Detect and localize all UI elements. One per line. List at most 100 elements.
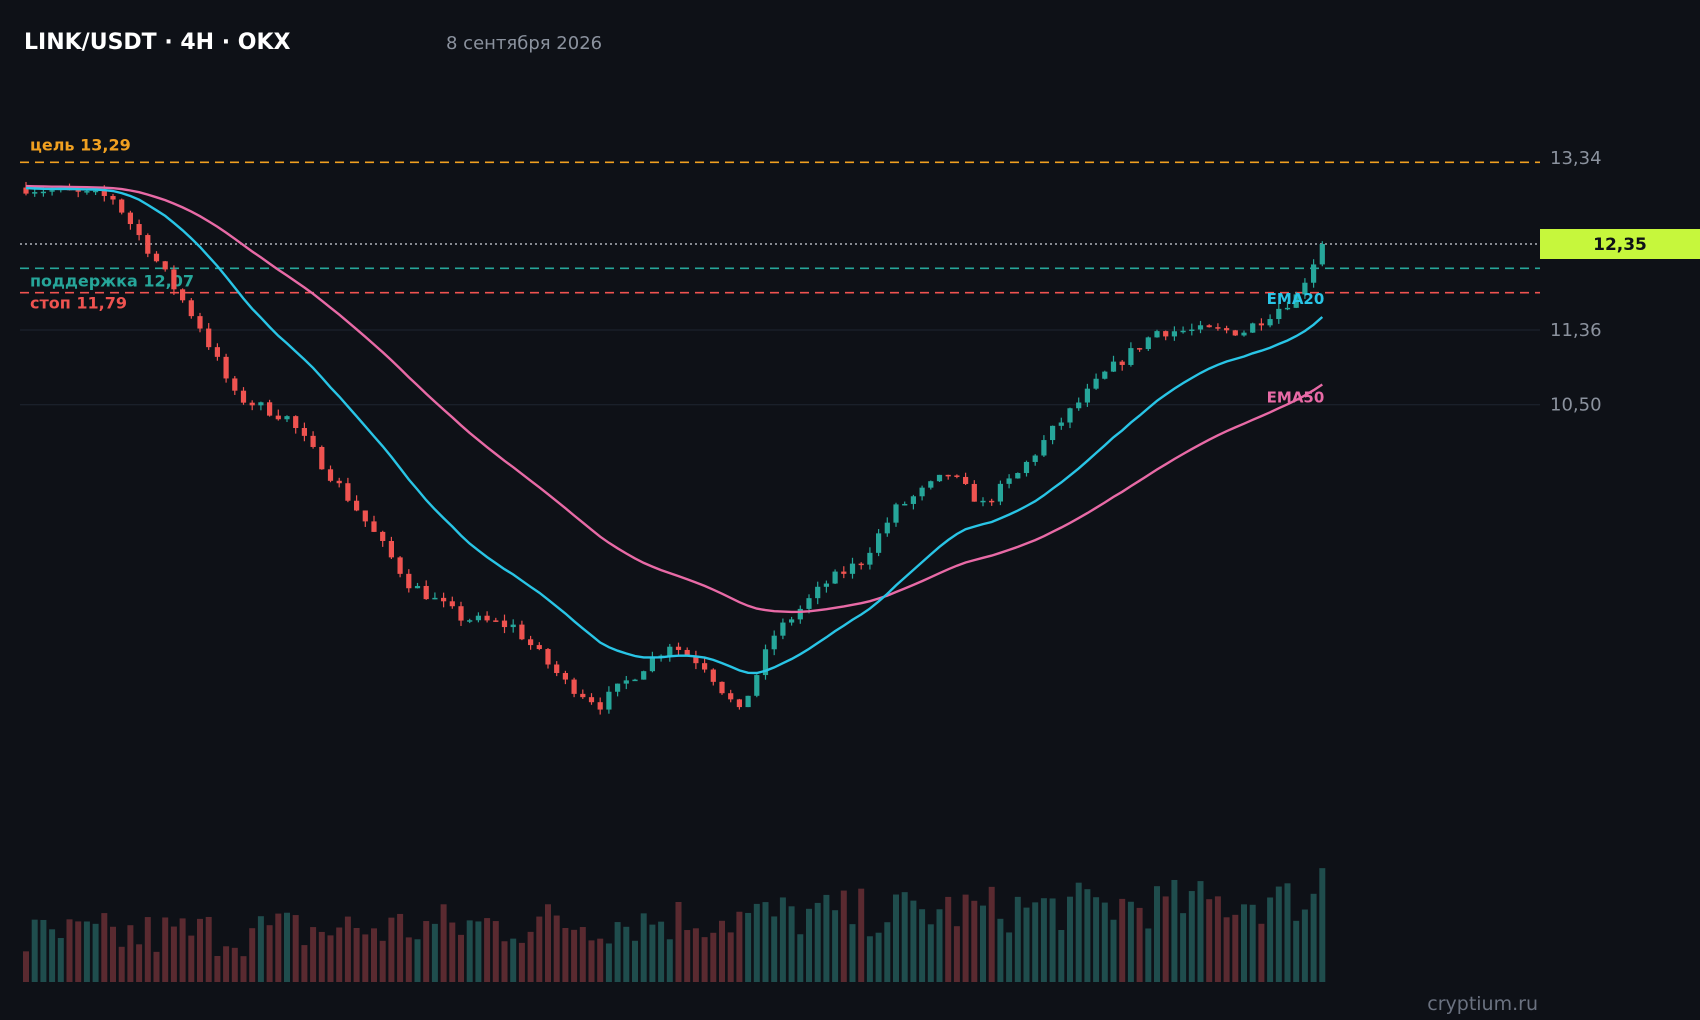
volume-bar xyxy=(66,919,73,982)
ema20-label: EMA20 xyxy=(1267,290,1325,308)
candle xyxy=(945,474,951,480)
candle-body xyxy=(963,476,969,484)
candle-body xyxy=(336,480,342,484)
candle-body xyxy=(240,390,247,403)
candle-body xyxy=(1102,371,1108,379)
candle-body xyxy=(641,671,647,680)
volume-bar xyxy=(205,916,212,982)
volume-bar xyxy=(710,932,717,982)
candle-body xyxy=(432,597,438,600)
volume-bar xyxy=(423,921,430,982)
candle xyxy=(832,569,838,585)
candle xyxy=(745,695,751,708)
volume-bar xyxy=(379,940,386,982)
candle-body xyxy=(1267,319,1273,326)
volume-bar xyxy=(1241,904,1247,982)
candle xyxy=(371,515,377,533)
volume-bar xyxy=(936,909,943,982)
candle-body xyxy=(841,571,847,574)
candle-body xyxy=(293,416,299,429)
candle-body xyxy=(206,328,212,348)
volume-bar xyxy=(806,908,812,982)
price-levels: цель 13,29 поддержка 12,07 стоп 11,79 12,35 xyxy=(20,135,1700,313)
stop-level-label: стоп 11,79 xyxy=(30,294,127,313)
candle xyxy=(963,472,969,486)
candle-body xyxy=(249,402,255,406)
candle xyxy=(388,536,394,560)
candle xyxy=(562,670,568,685)
volume-bar xyxy=(910,900,917,982)
candle-body xyxy=(1189,329,1195,331)
candle xyxy=(1006,474,1012,489)
volume-bar xyxy=(797,934,804,982)
volume-bar xyxy=(353,927,360,982)
candle-body xyxy=(49,190,55,192)
candle-body xyxy=(580,693,586,698)
candle xyxy=(501,614,508,634)
volume-bar xyxy=(223,946,230,982)
candle xyxy=(519,620,525,641)
volume-bar xyxy=(440,904,447,982)
candle xyxy=(606,686,612,714)
candle xyxy=(249,400,255,411)
candle xyxy=(1267,314,1273,328)
volume-bar xyxy=(1093,897,1100,982)
volume-bar xyxy=(823,894,830,982)
volume-bar xyxy=(1032,902,1039,982)
candle xyxy=(475,612,481,623)
candle-body xyxy=(1119,361,1125,365)
candle-body xyxy=(545,649,551,665)
ema50-label: EMA50 xyxy=(1267,389,1325,407)
candle-body xyxy=(1241,332,1247,336)
volume-bar xyxy=(405,937,412,982)
candle-body xyxy=(75,190,81,192)
candle xyxy=(728,689,734,703)
volume-bar xyxy=(901,892,908,982)
candle xyxy=(1302,278,1308,299)
volume-bar xyxy=(1154,886,1160,982)
volume-bar xyxy=(414,939,421,982)
candle-body xyxy=(806,598,812,609)
candle xyxy=(1050,425,1056,445)
candle-body xyxy=(1250,323,1256,333)
candle-body xyxy=(615,683,621,692)
candle xyxy=(719,681,725,695)
volume-bar xyxy=(1319,868,1326,982)
candle-body xyxy=(188,300,194,317)
volume-bar xyxy=(362,934,369,982)
candle-body xyxy=(832,571,838,584)
volume-bar xyxy=(1101,902,1108,982)
volume-bar xyxy=(675,901,682,982)
candle-body xyxy=(119,199,125,213)
volume-bar xyxy=(31,919,38,982)
support-level-label: поддержка 12,07 xyxy=(30,271,194,290)
candle xyxy=(1241,330,1247,337)
candle xyxy=(1102,370,1108,380)
candle-body xyxy=(675,646,682,650)
volume-bar xyxy=(840,890,847,982)
volume-bar xyxy=(762,902,769,982)
candle-body xyxy=(388,541,394,558)
volume-bar xyxy=(536,916,543,982)
candle-body xyxy=(1093,378,1099,389)
candle-body xyxy=(789,619,795,623)
volume-bar xyxy=(214,956,221,982)
volume-bar xyxy=(1110,919,1117,982)
chart-title: LINK/USDT · 4H · OKX xyxy=(24,30,290,55)
candle-body xyxy=(467,620,473,622)
candle-body xyxy=(588,697,595,703)
candle-body xyxy=(380,531,386,542)
last-price-badge xyxy=(1540,229,1700,259)
volume-bar xyxy=(666,939,673,982)
volume-bar xyxy=(971,900,978,982)
candle xyxy=(588,693,595,705)
candle xyxy=(293,415,299,434)
candle xyxy=(1154,329,1160,338)
volume-bar xyxy=(518,942,525,982)
candle xyxy=(240,387,247,405)
volume-bar xyxy=(136,944,143,982)
candle-body xyxy=(728,693,734,700)
candle xyxy=(675,642,682,655)
candle xyxy=(1128,342,1134,367)
candle xyxy=(171,265,177,295)
